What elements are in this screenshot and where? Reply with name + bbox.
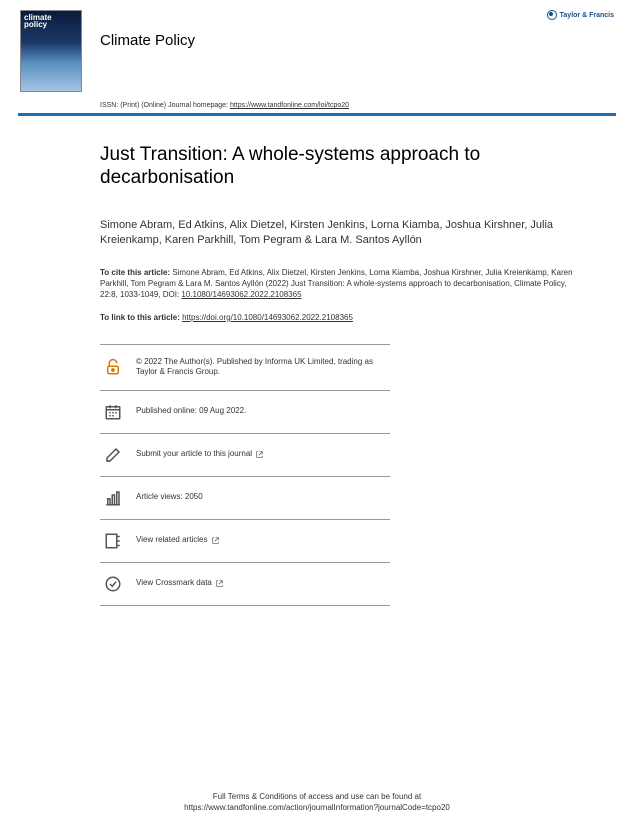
cover-title-2: policy	[24, 21, 78, 29]
issn-prefix: ISSN: (Print) (Online) Journal homepage:	[100, 102, 230, 109]
issn-line: ISSN: (Print) (Online) Journal homepage:…	[100, 102, 634, 109]
published-row: Published online: 09 Aug 2022.	[100, 391, 390, 433]
article-doi-link[interactable]: https://doi.org/10.1080/14693062.2022.21…	[182, 313, 353, 322]
journal-name: Climate Policy	[100, 32, 195, 49]
publisher-logo: Taylor & Francis	[547, 10, 614, 20]
views-text: Article views: 2050	[136, 492, 390, 502]
cite-text: Simone Abram, Ed Atkins, Alix Dietzel, K…	[100, 268, 573, 299]
edit-icon	[104, 446, 122, 464]
journal-homepage-link[interactable]: https://www.tandfonline.com/loi/tcpo20	[230, 102, 349, 109]
link-label: To link to this article:	[100, 313, 182, 322]
article-content: Just Transition: A whole-systems approac…	[0, 116, 634, 606]
published-text: Published online: 09 Aug 2022.	[136, 406, 390, 416]
crossmark-text: View Crossmark data	[136, 578, 390, 588]
footer: Full Terms & Conditions of access and us…	[0, 791, 634, 813]
article-authors: Simone Abram, Ed Atkins, Alix Dietzel, K…	[100, 218, 579, 249]
chart-icon	[104, 489, 122, 507]
crossmark-label: View Crossmark data	[136, 578, 212, 587]
external-link-icon	[256, 451, 263, 458]
views-row: Article views: 2050	[100, 477, 390, 519]
footer-line1: Full Terms & Conditions of access and us…	[0, 791, 634, 802]
related-label: View related articles	[136, 535, 207, 544]
related-icon	[104, 532, 122, 550]
crossmark-icon	[104, 575, 122, 593]
article-title: Just Transition: A whole-systems approac…	[100, 144, 579, 190]
license-row: © 2022 The Author(s). Published by Infor…	[100, 345, 390, 390]
cite-label: To cite this article:	[100, 268, 170, 277]
article-link-line: To link to this article: https://doi.org…	[100, 313, 579, 322]
header: climate policy Climate Policy Taylor & F…	[0, 0, 634, 92]
publisher-icon	[547, 10, 557, 20]
footer-line2: https://www.tandfonline.com/action/journ…	[0, 802, 634, 813]
citation-block: To cite this article: Simone Abram, Ed A…	[100, 268, 579, 300]
doi-link[interactable]: 10.1080/14693062.2022.2108365	[181, 290, 301, 299]
journal-cover: climate policy	[20, 10, 82, 92]
external-link-icon	[212, 537, 219, 544]
publisher-name: Taylor & Francis	[560, 12, 614, 19]
submit-label: Submit your article to this journal	[136, 449, 252, 458]
divider	[100, 605, 390, 606]
license-text: © 2022 The Author(s). Published by Infor…	[136, 357, 390, 378]
submit-text: Submit your article to this journal	[136, 449, 390, 459]
open-access-icon	[104, 358, 122, 376]
external-link-icon	[216, 580, 223, 587]
calendar-icon	[104, 403, 122, 421]
related-row[interactable]: View related articles	[100, 520, 390, 562]
crossmark-row[interactable]: View Crossmark data	[100, 563, 390, 605]
submit-row[interactable]: Submit your article to this journal	[100, 434, 390, 476]
related-text: View related articles	[136, 535, 390, 545]
info-section: © 2022 The Author(s). Published by Infor…	[100, 344, 390, 606]
